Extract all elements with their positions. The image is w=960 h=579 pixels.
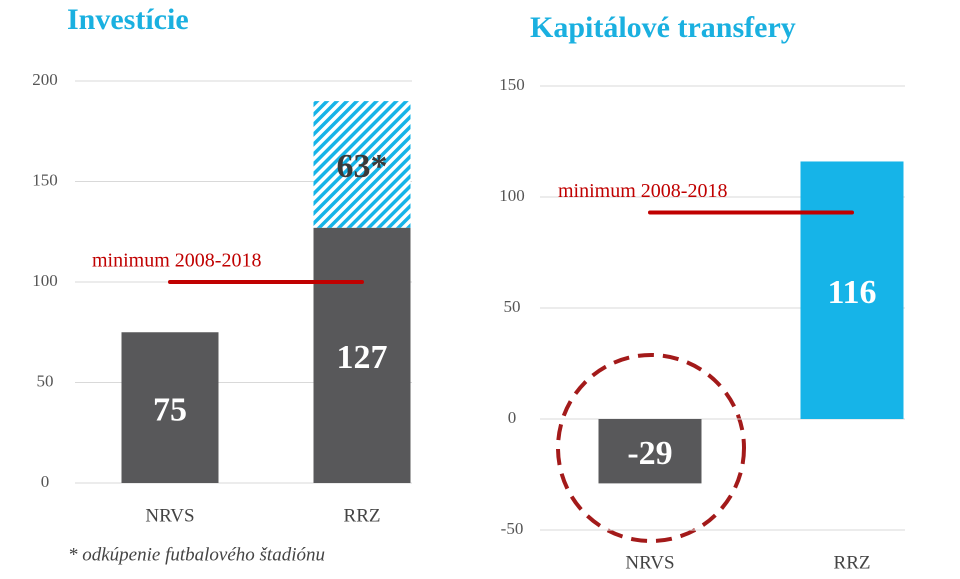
reference-label: minimum 2008-2018 bbox=[558, 180, 727, 202]
bar bbox=[313, 101, 411, 228]
reference-label: minimum 2008-2018 bbox=[92, 250, 261, 272]
y-tick-label: 200 bbox=[32, 70, 58, 89]
x-tick-label: RRZ bbox=[834, 552, 871, 573]
chart-title: Kapitálové transfery bbox=[530, 11, 796, 44]
y-tick-label: 0 bbox=[41, 472, 50, 491]
bar bbox=[313, 227, 411, 483]
x-tick-label: NRVS bbox=[625, 552, 674, 573]
value-label: 116 bbox=[827, 274, 876, 311]
highlight-circle bbox=[556, 353, 746, 543]
bar bbox=[800, 161, 904, 420]
x-tick-label: RRZ bbox=[344, 505, 381, 526]
y-tick-label: 50 bbox=[504, 297, 521, 316]
y-tick-label: -50 bbox=[501, 519, 524, 538]
y-tick-label: 100 bbox=[32, 271, 58, 290]
value-label: 63* bbox=[337, 148, 388, 185]
footnote: * odkúpenie futbalového štadiónu bbox=[68, 544, 325, 565]
value-label: -29 bbox=[627, 435, 672, 472]
bar bbox=[121, 332, 219, 483]
value-label: 127 bbox=[337, 339, 388, 376]
x-tick-label: NRVS bbox=[145, 505, 194, 526]
y-tick-label: 150 bbox=[32, 170, 58, 189]
chart-title: Investície bbox=[67, 3, 189, 36]
y-tick-label: 0 bbox=[508, 408, 517, 427]
value-label: 75 bbox=[153, 391, 187, 428]
bar bbox=[598, 419, 702, 484]
y-tick-label: 150 bbox=[499, 75, 525, 94]
y-tick-label: 50 bbox=[37, 371, 54, 390]
y-tick-label: 100 bbox=[499, 186, 525, 205]
